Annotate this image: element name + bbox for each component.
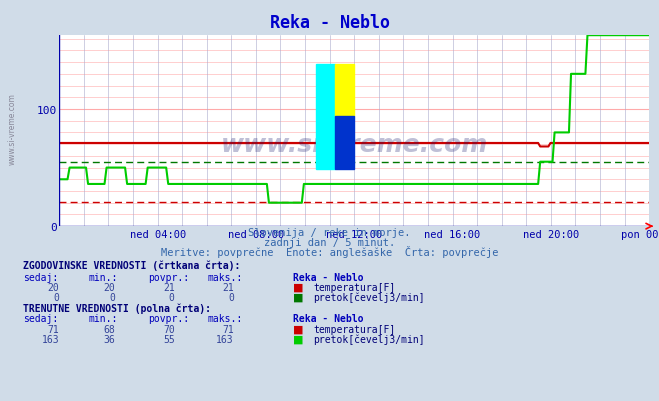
Text: TRENUTNE VREDNOSTI (polna črta):: TRENUTNE VREDNOSTI (polna črta): [23,302,211,313]
Text: povpr.:: povpr.: [148,272,189,282]
Text: 21: 21 [163,282,175,292]
Text: pretok[čevelj3/min]: pretok[čevelj3/min] [313,292,424,302]
Text: 71: 71 [222,324,234,334]
Text: temperatura[F]: temperatura[F] [313,282,395,292]
Bar [335,65,355,117]
Text: sedaj:: sedaj: [23,314,58,324]
Text: Reka - Neblo: Reka - Neblo [270,14,389,32]
Text: 71: 71 [47,324,59,334]
Text: 21: 21 [222,282,234,292]
Text: 68: 68 [103,324,115,334]
Text: 55: 55 [163,334,175,344]
Text: ■: ■ [293,282,304,292]
Text: maks.:: maks.: [208,314,243,324]
Text: min.:: min.: [89,314,119,324]
Text: 0: 0 [169,292,175,302]
Text: sedaj:: sedaj: [23,272,58,282]
Text: pretok[čevelj3/min]: pretok[čevelj3/min] [313,333,424,344]
Text: Meritve: povprečne  Enote: anglešaške  Črta: povprečje: Meritve: povprečne Enote: anglešaške Črt… [161,245,498,257]
Text: ZGODOVINSKE VREDNOSTI (črtkana črta):: ZGODOVINSKE VREDNOSTI (črtkana črta): [23,260,241,271]
Text: Reka - Neblo: Reka - Neblo [293,314,364,324]
Text: www.si-vreme.com: www.si-vreme.com [7,93,16,164]
Text: povpr.:: povpr.: [148,314,189,324]
Text: 20: 20 [47,282,59,292]
Text: 0: 0 [53,292,59,302]
Text: 0: 0 [228,292,234,302]
Text: 36: 36 [103,334,115,344]
Text: ■: ■ [293,324,304,334]
Text: 70: 70 [163,324,175,334]
Text: 163: 163 [216,334,234,344]
Text: maks.:: maks.: [208,272,243,282]
Text: ■: ■ [293,334,304,344]
Bar [335,117,355,169]
Text: 163: 163 [42,334,59,344]
Text: min.:: min.: [89,272,119,282]
Bar [316,65,335,169]
Text: 20: 20 [103,282,115,292]
Text: ■: ■ [293,292,304,302]
Text: Reka - Neblo: Reka - Neblo [293,272,364,282]
Text: www.si-vreme.com: www.si-vreme.com [221,133,488,157]
Text: zadnji dan / 5 minut.: zadnji dan / 5 minut. [264,237,395,247]
Text: 0: 0 [109,292,115,302]
Text: Slovenija / reke in morje.: Slovenija / reke in morje. [248,228,411,238]
Text: temperatura[F]: temperatura[F] [313,324,395,334]
